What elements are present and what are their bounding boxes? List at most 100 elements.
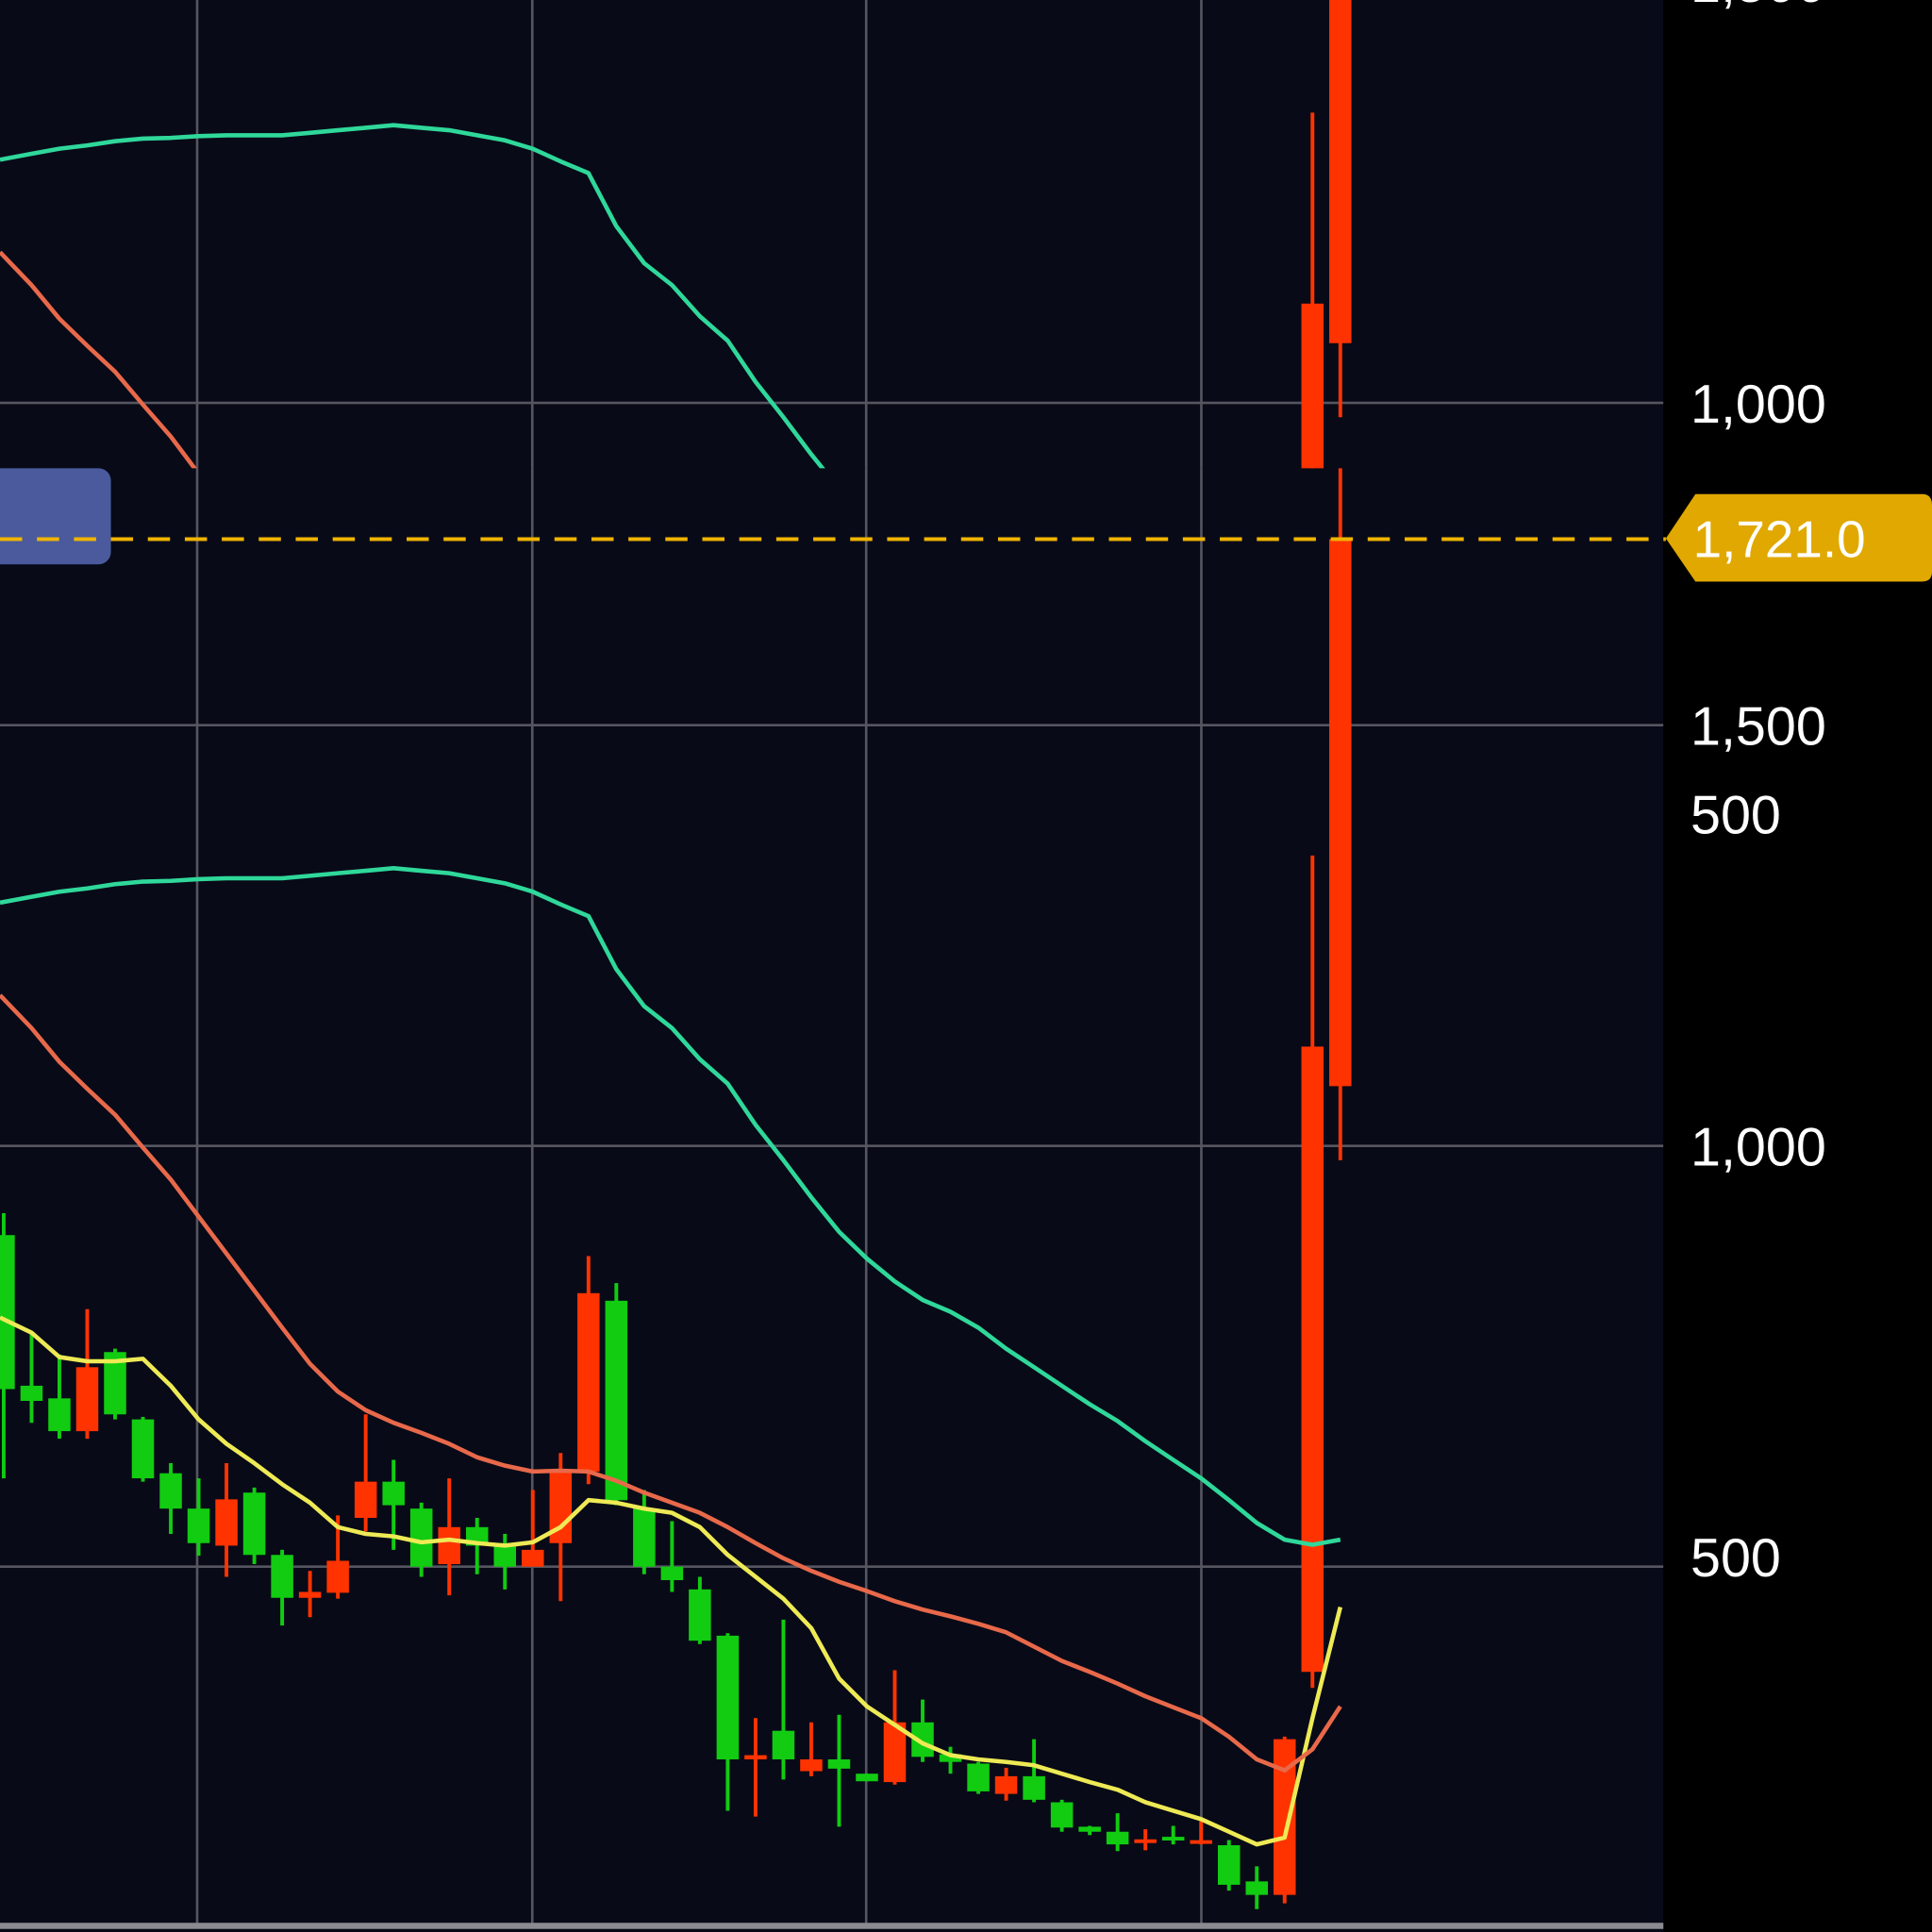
candle-body [271,1555,293,1598]
candle[interactable] [271,1549,293,1626]
candle-body [298,1591,322,1598]
candle[interactable] [298,1571,322,1618]
candle-body [409,1508,433,1567]
candle-body [689,1589,711,1641]
moving-average-line [0,993,1342,1773]
candle[interactable] [1161,1825,1185,1845]
candle[interactable] [939,1746,962,1774]
candle[interactable] [1134,1829,1157,1851]
candle[interactable] [1245,1866,1268,1909]
candle[interactable] [577,1256,600,1485]
candle-body [967,1763,990,1791]
candle[interactable] [131,1416,155,1482]
candle[interactable] [1050,1799,1074,1832]
candle[interactable] [409,1502,433,1577]
candle[interactable] [1329,468,1352,1160]
price-axis-main: 500 1,000 1,500 [1690,697,1826,1590]
candle[interactable] [1274,1736,1296,1904]
price-tick-label: 500 [1690,786,1781,846]
candle[interactable] [994,1767,1018,1801]
candle-body [1050,1802,1074,1828]
candle-body [1190,1840,1212,1844]
candle-body [1329,0,1352,343]
candle[interactable] [689,1576,711,1644]
candle[interactable] [1106,1813,1129,1852]
candle-body [0,1235,15,1390]
candle[interactable] [800,1722,823,1776]
price-tick-label: 500 [1690,1528,1781,1589]
plot-background [0,0,1664,1932]
candle[interactable] [187,1478,210,1557]
candle[interactable] [660,1521,684,1592]
current-price-badge: 1,721.0 [1665,493,1932,582]
candle[interactable] [0,1213,15,1479]
candle-body [939,1754,962,1762]
chart-panel-main [0,468,1664,1925]
current-price-label: 1,721.0 [1693,509,1866,568]
candle-body [605,1300,628,1501]
candle-body [1217,1845,1241,1885]
candle[interactable] [438,1478,460,1596]
candle-body [577,1292,600,1472]
candle-body [438,1526,460,1565]
overlay-box [0,468,111,565]
candle[interactable] [967,1761,990,1794]
candle[interactable] [20,1334,43,1424]
candle[interactable] [48,1354,71,1440]
candle[interactable] [75,1308,99,1440]
candle[interactable] [605,1283,628,1506]
price-tick-label: 1,500 [1690,697,1826,758]
candle-body [994,1775,1018,1794]
candle[interactable] [716,1633,740,1811]
candle[interactable] [1329,0,1352,418]
candle[interactable] [1023,1739,1045,1803]
candle[interactable] [1078,1825,1101,1836]
candle-body [48,1398,71,1432]
candle-body [911,1722,934,1757]
candle-body [800,1759,823,1772]
candle-body [1329,539,1352,1087]
candle-body [660,1566,684,1581]
candle[interactable] [159,1463,182,1534]
price-axis-background [1663,0,1932,1932]
candle[interactable] [827,1714,851,1827]
price-tick-label: 1,500 [1690,0,1826,14]
candle[interactable] [744,1718,767,1817]
candle-body [827,1759,851,1769]
price-axis-top: 500 1,000 1,500 [1690,0,1826,846]
candle-body [326,1560,349,1593]
candle-body [1134,1839,1157,1843]
candle-body [20,1385,43,1401]
candle[interactable] [522,1490,544,1567]
candle[interactable] [354,1414,377,1532]
candle[interactable] [633,1490,656,1574]
candle[interactable] [772,1619,795,1780]
candle-body [633,1508,656,1567]
candle-body [1078,1826,1101,1832]
candle-body [493,1542,517,1567]
price-tick-label: 1,000 [1690,1118,1826,1178]
candle-body [1161,1837,1185,1841]
candle-body [131,1419,155,1479]
candle-body [1301,1046,1324,1673]
candle-body [744,1755,767,1760]
candle[interactable] [215,1463,238,1577]
candle-body [1106,1831,1129,1845]
candle-body [1245,1881,1268,1895]
candle[interactable] [1190,1821,1212,1845]
candle[interactable] [1301,855,1324,1689]
candle-body [549,1471,573,1543]
candle-body [772,1730,795,1760]
moving-average-line [0,866,1341,1547]
candle[interactable] [911,1699,934,1762]
candle[interactable] [493,1533,517,1590]
candle[interactable] [856,1774,878,1782]
candle[interactable] [1301,112,1324,944]
candle[interactable] [242,1487,266,1565]
candle-body [1274,1739,1296,1895]
candle-body [187,1508,210,1543]
candle-body [242,1492,266,1556]
candle[interactable] [1217,1840,1241,1891]
candle-body [716,1635,740,1760]
